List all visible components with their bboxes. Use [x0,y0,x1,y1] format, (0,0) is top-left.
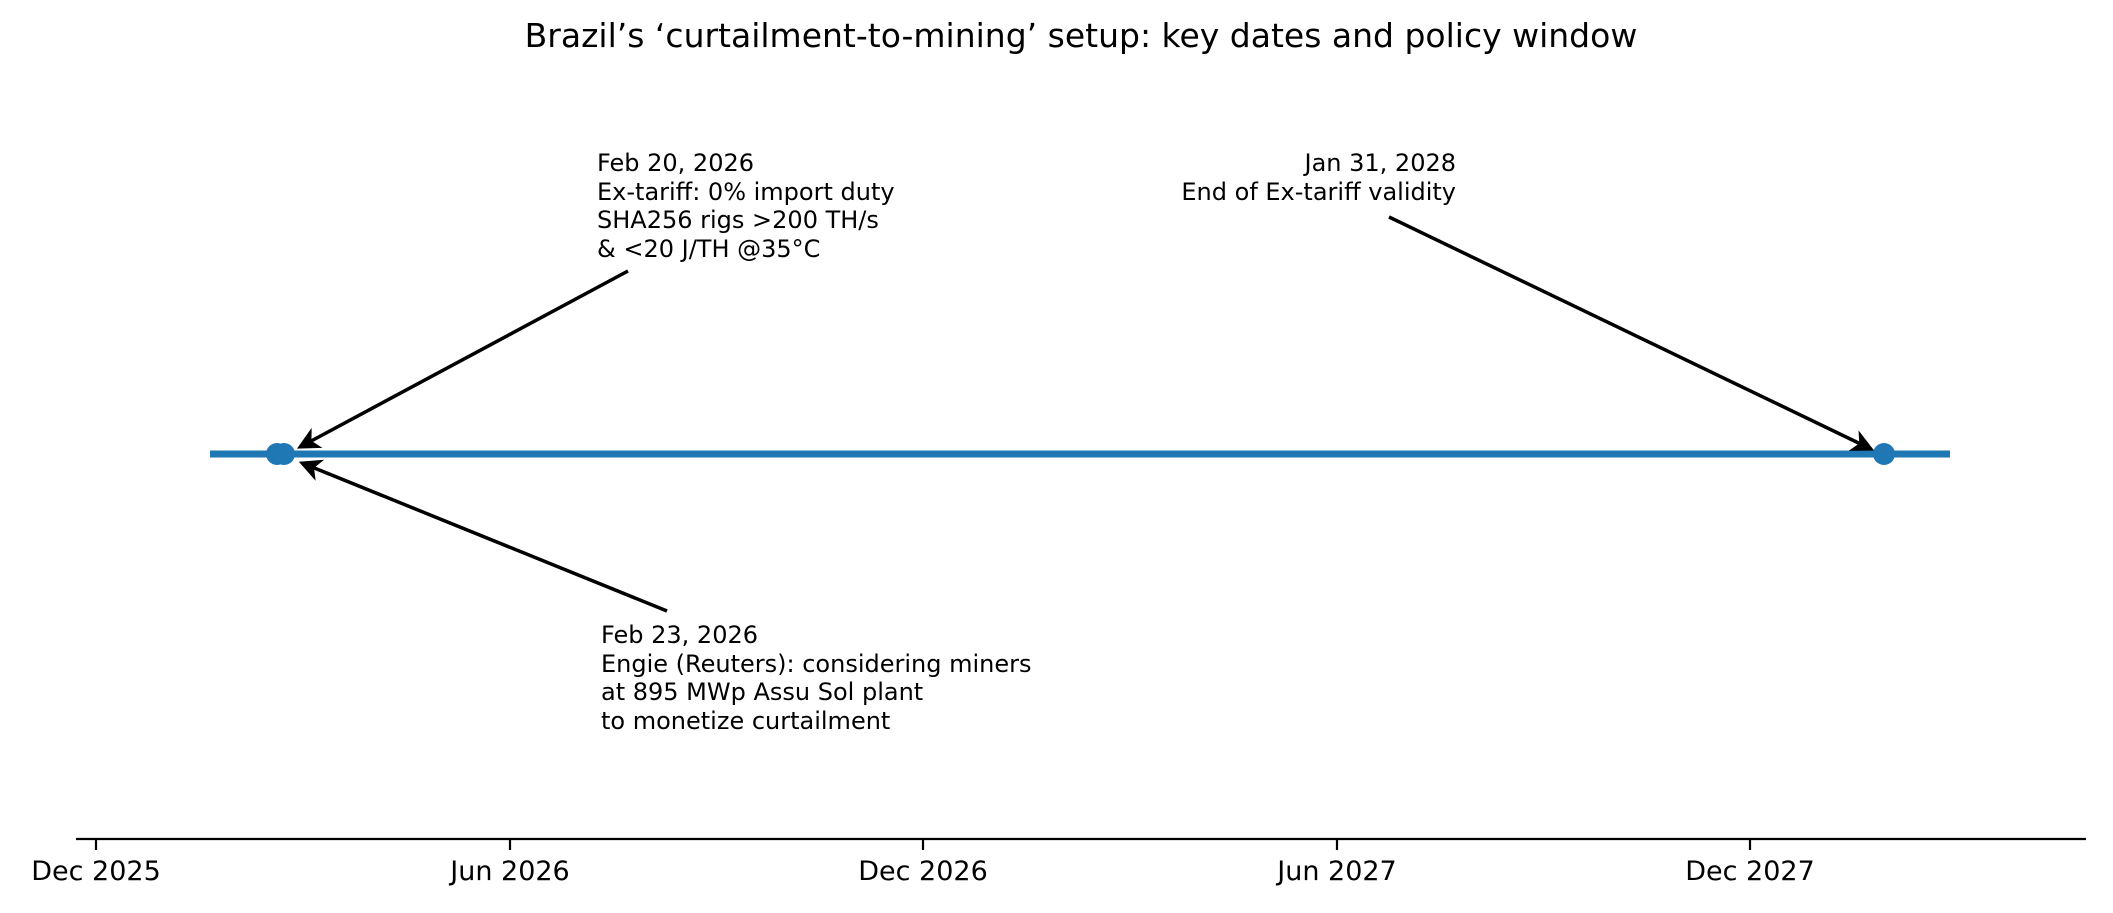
event-dot-feb-23-2026 [273,443,295,465]
annotation-ex-tariff-start: Feb 20, 2026 Ex-tariff: 0% import duty S… [597,149,895,263]
x-tick-label-dec-2025: Dec 2025 [31,856,161,887]
annotation-engie-announcement: Feb 23, 2026 Engie (Reuters): considerin… [601,621,1032,735]
x-tick-label-jun-2027: Jun 2027 [1277,856,1397,887]
annotation-ex-tariff-end: Jan 31, 2028 End of Ex-tariff validity [1181,149,1456,206]
x-tick-label-dec-2026: Dec 2026 [858,856,988,887]
arrow-ex-tariff-start [296,269,629,449]
x-tick-label-jun-2026: Jun 2026 [450,856,570,887]
chart-title: Brazil’s ‘curtailment-to-mining’ setup: … [524,16,1638,55]
event-dot-jan-31-2028 [1873,443,1895,465]
arrow-ex-tariff-end [1388,215,1875,451]
x-tick-label-dec-2027: Dec 2027 [1685,856,1815,887]
arrow-engie-announcement [298,459,668,613]
